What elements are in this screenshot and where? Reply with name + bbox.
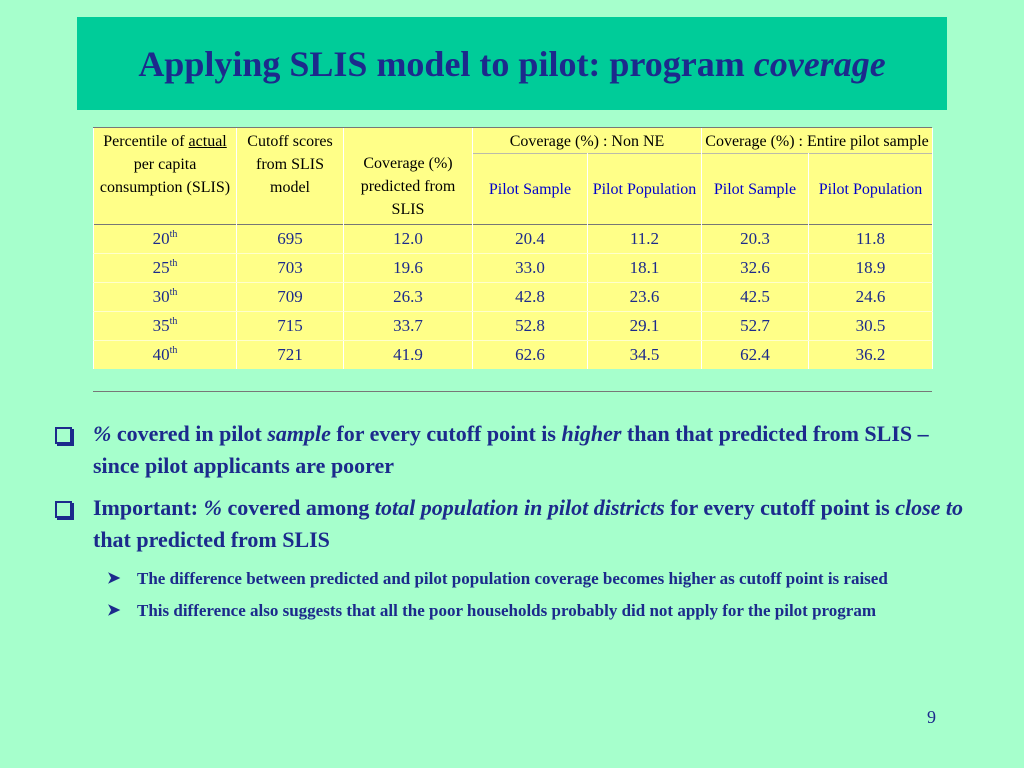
- cell-nne-pop: 23.6: [587, 282, 702, 312]
- sub-bullet-item: ➤ This difference also suggests that all…: [55, 598, 965, 624]
- cell-percentile: 20th: [93, 224, 237, 254]
- cell-nne-pop: 11.2: [587, 224, 702, 254]
- cell-percentile: 30th: [93, 282, 237, 312]
- cell-all-pop: 18.9: [807, 253, 934, 283]
- cell-cutoff: 703: [236, 253, 344, 283]
- title-bar: Applying SLIS model to pilot: program co…: [77, 17, 947, 110]
- table-row: 25th 703 19.6 33.0 18.1 32.6 18.9: [93, 253, 934, 283]
- cell-nne-sample: 42.8: [472, 282, 588, 312]
- cell-cutoff: 695: [236, 224, 344, 254]
- cell-predicted: 12.0: [343, 224, 473, 254]
- arrowhead-bullet-icon: ➤: [107, 602, 121, 619]
- page-number: 9: [927, 707, 936, 727]
- cell-all-sample: 42.5: [701, 282, 809, 312]
- header-group-non-ne: Coverage (%) : Non NE: [472, 128, 702, 154]
- cell-cutoff: 721: [236, 340, 344, 369]
- sub-bullet-item: ➤ The difference between predicted and p…: [55, 566, 965, 592]
- bullet-item: Important: % covered among total populat…: [55, 492, 965, 556]
- header-sub: Pilot Population: [807, 153, 934, 225]
- cell-nne-pop: 29.1: [587, 311, 702, 341]
- cell-all-pop: 24.6: [807, 282, 934, 312]
- table-top-rule: [93, 127, 932, 128]
- header-cutoff: Cutoff scores from SLIS model: [236, 128, 344, 225]
- cell-cutoff: 715: [236, 311, 344, 341]
- bullet-item: % covered in pilot sample for every cuto…: [55, 418, 965, 482]
- table-row: 35th 715 33.7 52.8 29.1 52.7 30.5: [93, 311, 934, 341]
- table-row: 40th 721 41.9 62.6 34.5 62.4 36.2: [93, 340, 934, 369]
- sub-bullet-text: This difference also suggests that all t…: [137, 601, 876, 620]
- bullet-list: % covered in pilot sample for every cuto…: [55, 418, 965, 630]
- table-row: 20th 695 12.0 20.4 11.2 20.3 11.8: [93, 224, 934, 254]
- cell-predicted: 19.6: [343, 253, 473, 283]
- cell-nne-pop: 18.1: [587, 253, 702, 283]
- cell-all-pop: 11.8: [807, 224, 934, 254]
- cell-cutoff: 709: [236, 282, 344, 312]
- header-predicted: Coverage (%) predicted from SLIS: [343, 128, 473, 225]
- cell-all-pop: 36.2: [807, 340, 934, 369]
- cell-percentile: 35th: [93, 311, 237, 341]
- cell-predicted: 41.9: [343, 340, 473, 369]
- cell-nne-sample: 52.8: [472, 311, 588, 341]
- cell-percentile: 40th: [93, 340, 237, 369]
- cell-predicted: 33.7: [343, 311, 473, 341]
- cell-percentile: 25th: [93, 253, 237, 283]
- title-italic: coverage: [753, 43, 886, 84]
- cell-nne-sample: 33.0: [472, 253, 588, 283]
- arrowhead-bullet-icon: ➤: [107, 570, 121, 587]
- cell-all-sample: 52.7: [701, 311, 809, 341]
- cell-predicted: 26.3: [343, 282, 473, 312]
- header-sub: Pilot Population: [587, 153, 702, 225]
- hollow-square-bullet-icon: [55, 501, 72, 518]
- header-percentile: Percentile of actual per capita consumpt…: [93, 128, 237, 225]
- hollow-square-bullet-icon: [55, 427, 72, 444]
- title-text: Applying SLIS model to pilot: program: [138, 43, 754, 84]
- cell-all-pop: 30.5: [807, 311, 934, 341]
- cell-all-sample: 62.4: [701, 340, 809, 369]
- cell-all-sample: 32.6: [701, 253, 809, 283]
- cell-all-sample: 20.3: [701, 224, 809, 254]
- slide-title: Applying SLIS model to pilot: program co…: [138, 43, 885, 85]
- header-group-entire: Coverage (%) : Entire pilot sample: [700, 128, 934, 154]
- coverage-table: Percentile of actual per capita consumpt…: [93, 128, 934, 369]
- cell-nne-pop: 34.5: [587, 340, 702, 369]
- table-bottom-rule: [93, 391, 932, 392]
- sub-bullet-text: The difference between predicted and pil…: [137, 569, 888, 588]
- header-sub: Pilot Sample: [472, 153, 588, 225]
- header-sub: Pilot Sample: [701, 153, 809, 225]
- cell-nne-sample: 62.6: [472, 340, 588, 369]
- table-row: 30th 709 26.3 42.8 23.6 42.5 24.6: [93, 282, 934, 312]
- cell-nne-sample: 20.4: [472, 224, 588, 254]
